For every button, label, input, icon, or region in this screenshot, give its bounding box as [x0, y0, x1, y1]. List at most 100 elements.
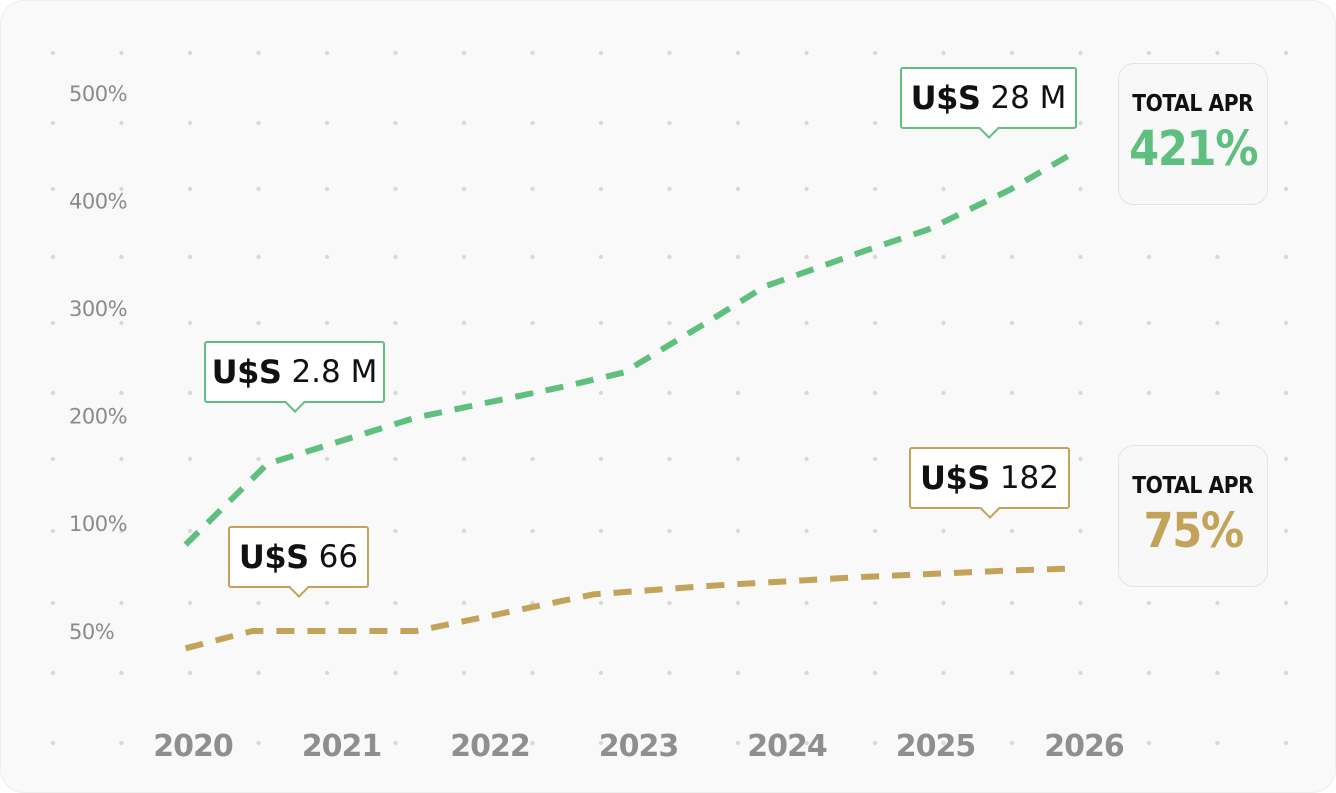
grid-dot — [1078, 50, 1083, 56]
callout-currency: U$S — [211, 353, 282, 391]
callout-amount: 182 — [999, 460, 1059, 496]
grid-dot — [187, 670, 193, 676]
grid-dot — [530, 528, 535, 534]
grid-dot — [598, 600, 604, 606]
grid-dot — [872, 50, 878, 56]
grid-dot — [1009, 740, 1015, 746]
grid-dot — [393, 600, 398, 606]
y-axis: 500% 400% 300% 200% 100% 50% — [69, 82, 128, 644]
x-tick-label: 2026 — [1044, 729, 1124, 764]
grid-dot — [1146, 670, 1152, 676]
grid-dot — [187, 186, 193, 192]
grid-dot — [119, 456, 124, 462]
grid-dot — [393, 320, 398, 326]
grid-dot — [941, 186, 946, 192]
grid-dot — [1078, 456, 1083, 462]
grid-dot — [119, 740, 124, 746]
grid-dot — [256, 740, 261, 746]
grid-dot — [119, 50, 124, 56]
grid-dot — [1283, 254, 1289, 260]
grid-dot — [1078, 254, 1083, 260]
grid-dot — [256, 320, 261, 326]
grid-dot — [1009, 390, 1015, 396]
x-tick-label: 2020 — [153, 729, 233, 764]
grid-dot — [1215, 740, 1220, 746]
x-tick-label: 2021 — [302, 729, 382, 764]
grid-dot — [50, 740, 56, 746]
x-axis: 2020 2021 2022 2023 2024 2025 2026 — [153, 729, 1125, 764]
grid-dot — [461, 456, 467, 462]
grid-dot — [941, 50, 946, 56]
x-tick-label: 2024 — [747, 729, 827, 764]
grid-dot — [187, 254, 193, 260]
grid-dot — [256, 120, 261, 126]
grid-dot — [1215, 254, 1220, 260]
grid-dot — [187, 456, 193, 462]
series-line-green — [183, 148, 1079, 547]
grid-dot — [1009, 528, 1015, 534]
grid-dot — [735, 600, 741, 606]
grid-dot — [530, 456, 535, 462]
grid-dot — [187, 320, 193, 326]
grid-dot — [324, 186, 330, 192]
grid-dot — [256, 254, 261, 260]
grid-dot — [119, 390, 124, 396]
grid-dot — [50, 320, 56, 326]
total-apr-green: TOTAL APR 421% — [1118, 63, 1268, 205]
y-tick-label: 50% — [69, 620, 114, 644]
grid-dot — [187, 50, 193, 56]
grid-dot — [324, 320, 330, 326]
grid-dot — [461, 600, 467, 606]
grid-dot — [530, 186, 535, 192]
x-tick-label: 2023 — [599, 729, 679, 764]
grid-dot — [187, 390, 193, 396]
grid-dot — [119, 254, 124, 260]
grid-dot — [872, 740, 878, 746]
grid-dot — [735, 670, 741, 676]
grid-dot — [461, 670, 467, 676]
grid-dot — [256, 186, 261, 192]
grid-dot — [735, 320, 741, 326]
y-tick-label: 100% — [69, 512, 127, 536]
grid-dot — [50, 456, 56, 462]
grid-dot — [1078, 528, 1083, 534]
grid-dot — [393, 120, 398, 126]
grid-dot — [1009, 254, 1015, 260]
total-apr-gold: TOTAL APR 75% — [1118, 445, 1268, 587]
grid-dot — [1215, 320, 1220, 326]
grid-dot — [667, 50, 672, 56]
grid-dot — [598, 528, 604, 534]
callout-gold-start: U$S 66 — [228, 526, 369, 598]
grid-dot — [50, 528, 56, 534]
grid-dot — [667, 528, 672, 534]
grid-dot — [324, 456, 330, 462]
grid-dot — [119, 600, 124, 606]
grid-dot — [393, 456, 398, 462]
grid-dot — [735, 50, 741, 56]
grid-dot — [461, 120, 467, 126]
grid-dot — [1146, 740, 1152, 746]
grid-dot — [1283, 390, 1289, 396]
y-tick-label: 300% — [69, 297, 127, 321]
total-apr-label: TOTAL APR — [1132, 473, 1254, 499]
grid-dot — [804, 528, 809, 534]
grid-dot — [735, 528, 741, 534]
grid-dot — [461, 740, 467, 746]
grid-dot — [324, 254, 330, 260]
grid-dot — [1146, 320, 1152, 326]
grid-dot — [461, 528, 467, 534]
grid-dot — [461, 320, 467, 326]
grid-dot — [1215, 600, 1220, 606]
grid-dot — [1009, 320, 1015, 326]
grid-dot — [1009, 670, 1015, 676]
grid-dot — [598, 50, 604, 56]
grid-dot — [50, 50, 56, 56]
grid-dot — [324, 50, 330, 56]
grid-dot — [530, 254, 535, 260]
grid-dot — [530, 120, 535, 126]
grid-dot — [119, 320, 124, 326]
grid-dot — [735, 186, 741, 192]
grid-dot — [598, 740, 604, 746]
grid-dot — [1146, 50, 1152, 56]
grid-dot — [941, 254, 946, 260]
